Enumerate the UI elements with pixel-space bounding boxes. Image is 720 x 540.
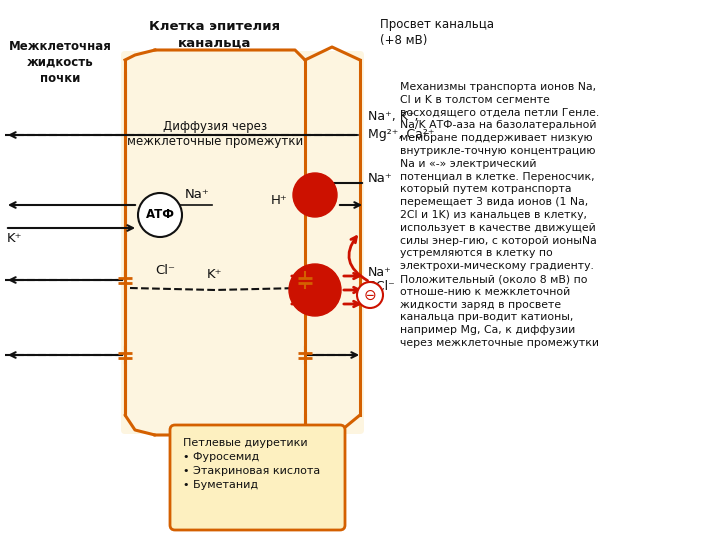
FancyBboxPatch shape [301,51,364,434]
Text: H⁺: H⁺ [271,193,288,206]
Circle shape [293,173,337,217]
Text: ⊖: ⊖ [364,287,377,302]
Text: K⁺: K⁺ [7,232,22,245]
Text: почки: почки [40,72,80,85]
Text: Na⁺, K⁺,: Na⁺, K⁺, [368,110,418,123]
Text: Na⁺: Na⁺ [368,266,392,279]
Text: Cl⁻: Cl⁻ [155,264,175,276]
Text: (+8 мВ): (+8 мВ) [380,34,428,47]
Text: Петлевые диуретики
• Фуросемид
• Этакриновая кислота
• Буметанид: Петлевые диуретики • Фуросемид • Этакрин… [183,438,320,490]
Text: Клетка эпителия: Клетка эпителия [150,20,281,33]
Text: K⁺: K⁺ [368,294,383,307]
Circle shape [357,282,383,308]
FancyBboxPatch shape [170,425,345,530]
Text: K⁺: K⁺ [207,268,222,281]
Text: Диффузия через: Диффузия через [163,120,267,133]
Text: Механизмы транспорта ионов Na,
Cl и K в толстом сегменте
восходящего отдела петл: Механизмы транспорта ионов Na, Cl и K в … [400,82,599,348]
Circle shape [289,264,341,316]
Text: Na⁺: Na⁺ [185,188,210,201]
FancyBboxPatch shape [121,51,309,434]
Text: Межклеточная: Межклеточная [9,40,112,53]
Circle shape [138,193,182,237]
Text: АТФ: АТФ [145,208,174,221]
Text: Mg²⁺, Ca²⁺: Mg²⁺, Ca²⁺ [368,128,434,141]
Text: межклеточные промежутки: межклеточные промежутки [127,135,303,148]
Text: жидкость: жидкость [27,56,94,69]
Text: Просвет канальца: Просвет канальца [380,18,494,31]
Text: 2Cl⁻: 2Cl⁻ [368,280,395,293]
Text: Na⁺: Na⁺ [368,172,392,185]
Text: канальца: канальца [179,37,252,50]
